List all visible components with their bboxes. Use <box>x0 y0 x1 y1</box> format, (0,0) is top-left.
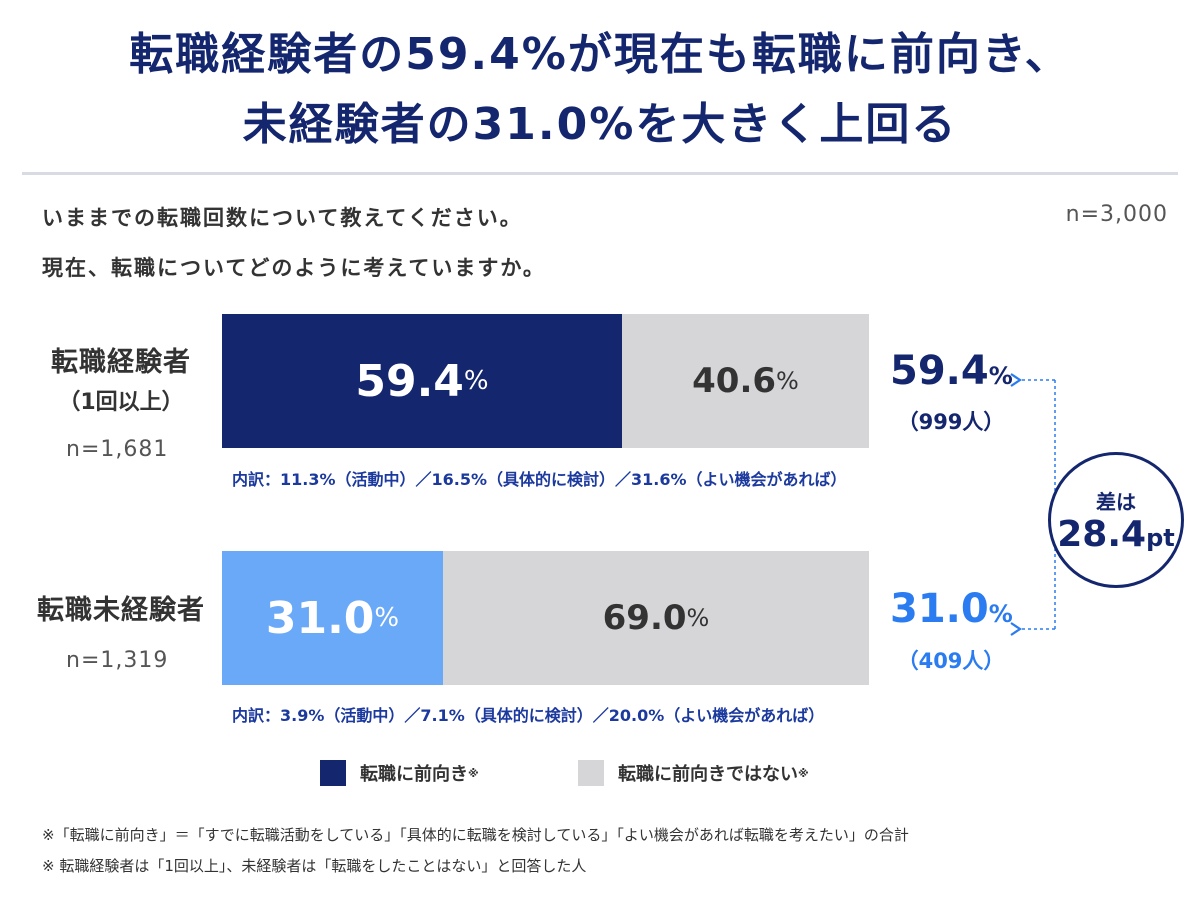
breakdown-experienced: 内訳：11.3%（活動中）／16.5%（具体的に検討）／31.6%（よい機会があ… <box>232 470 847 489</box>
legend-label-negative: 転職に前向きではない <box>618 764 798 785</box>
side-count-experienced: （999人） <box>897 410 1005 434</box>
group-n-experienced: n=1,681 <box>66 437 169 462</box>
group-label-inexperienced: 転職未経験者 <box>37 595 205 626</box>
difference-label: 差は <box>1096 489 1136 514</box>
total-sample-size: n=3,000 <box>1065 202 1168 227</box>
bar-unit-label: % <box>686 604 710 632</box>
legend-note-mark: ※ <box>798 766 809 780</box>
bar-value-label: 69.0 <box>602 598 687 638</box>
difference-value: 28.4pt <box>1057 513 1175 555</box>
group-label-experienced: 転職経験者 <box>51 347 191 378</box>
group-n-inexperienced: n=1,319 <box>66 648 169 673</box>
side-count-inexperienced: （409人） <box>897 649 1005 673</box>
legend-label-positive: 転職に前向き <box>360 764 468 785</box>
bar-inexperienced-negative: 69.0% <box>443 551 869 685</box>
legend-negative: 転職に前向きではない ※ <box>578 760 809 786</box>
footnote-1: ※「転職に前向き」＝「すでに転職活動をしている」「具体的に転職を検討している」「… <box>42 826 909 844</box>
bar-value-label: 59.4 <box>355 355 464 407</box>
side-value-experienced: 59.4% <box>890 348 1013 394</box>
legend-note-mark: ※ <box>468 766 479 780</box>
legend-swatch-positive <box>320 760 346 786</box>
bar-unit-label: % <box>463 366 489 396</box>
legend-swatch-negative <box>578 760 604 786</box>
bar-unit-label: % <box>374 603 400 633</box>
bar-value-label: 31.0 <box>265 592 375 644</box>
bar-value-label: 40.6 <box>692 361 777 401</box>
question-line2: 現在、転職についてどのように考えていますか。 <box>42 256 546 280</box>
footnote-2: ※ 転職経験者は「1回以上」、未経験者は「転職をしたことはない」と回答した人 <box>42 857 587 875</box>
bar-experienced-negative: 40.6% <box>622 314 869 448</box>
bar-inexperienced-positive: 31.0% <box>222 551 443 685</box>
difference-badge: 差は 28.4pt <box>1048 452 1184 588</box>
breakdown-inexperienced: 内訳：3.9%（活動中）／7.1%（具体的に検討）／20.0%（よい機会があれば… <box>232 706 825 725</box>
title-divider <box>22 172 1178 175</box>
question-line1: いままでの転職回数について教えてください。 <box>42 206 523 230</box>
bar-experienced-positive: 59.4% <box>222 314 622 448</box>
page-title-line2: 未経験者の31.0%を大きく上回る <box>242 99 958 150</box>
side-value-inexperienced: 31.0% <box>890 586 1013 632</box>
bar-unit-label: % <box>776 367 799 395</box>
legend-positive: 転職に前向き ※ <box>320 760 479 786</box>
page-title-line1: 転職経験者の59.4%が現在も転職に前向き、 <box>129 29 1071 80</box>
group-sublabel-experienced: （1回以上） <box>58 390 184 415</box>
